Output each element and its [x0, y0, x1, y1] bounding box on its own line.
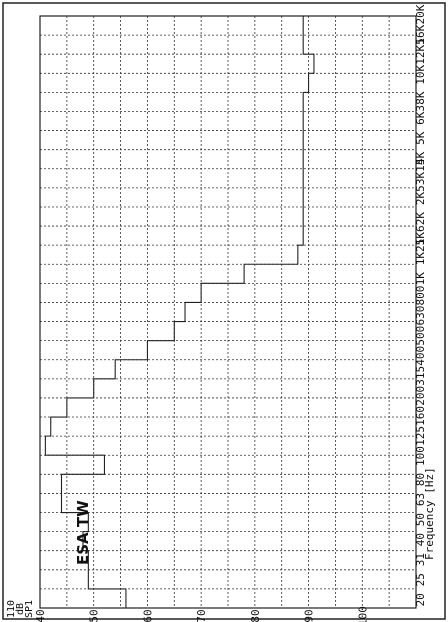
series-title: ESA TW — [74, 500, 92, 565]
x-tick-label: 16K — [414, 24, 427, 44]
x-tick-label: 63 — [414, 493, 427, 506]
y-tick-label: 60 — [141, 609, 154, 622]
y-tick-label: 70 — [195, 609, 208, 622]
y-tick-labels: 40 50 60 70 80 90 100 — [34, 606, 369, 622]
x-tick-label: 50 — [414, 513, 427, 526]
x-tick-label: 200 — [414, 386, 427, 406]
x-tick-label: 5K — [414, 131, 427, 145]
x-tick-label: 800 — [414, 286, 427, 306]
x-tick-label: 10K — [414, 64, 427, 84]
y-tick-label: 100 — [356, 606, 369, 622]
x-tick-label: 1K — [414, 272, 427, 286]
x-tick-label: 500 — [414, 326, 427, 346]
y-unit-line: SP1 — [24, 600, 35, 618]
plot-area-border — [39, 15, 417, 609]
y-tick-label: 40 — [34, 609, 47, 622]
x-axis-title: Frequency [Hz] — [423, 467, 436, 560]
x-tick-label: 80 — [414, 473, 427, 486]
y-tick-label: 90 — [303, 609, 316, 622]
x-tick-label: 2K — [414, 212, 427, 226]
y-tick-label: 80 — [249, 609, 262, 622]
x-tick-label: 4K — [414, 151, 427, 165]
x-tick-label: 12K5 — [414, 38, 427, 65]
x-tick-label: 6K3 — [414, 105, 427, 125]
x-tick-label: 2K5 — [414, 185, 427, 205]
x-tick-label: 315 — [414, 366, 427, 386]
x-tick-label: 40 — [414, 533, 427, 546]
y-unit-line: 110 — [6, 600, 17, 618]
x-tick-label: 1K25 — [414, 239, 427, 266]
y-unit-line: dB — [15, 603, 26, 615]
x-tick-label: 20K — [414, 4, 427, 24]
grid-layer — [40, 16, 416, 608]
x-tick-label: 20 — [414, 593, 427, 606]
y-tick-label: 50 — [88, 609, 101, 622]
x-tick-label: 8K — [414, 91, 427, 105]
x-tick-label: 31 — [414, 553, 427, 566]
x-tick-label: 400 — [414, 346, 427, 366]
x-tick-label: 3K15 — [414, 159, 427, 186]
x-tick-label: 25 — [414, 573, 427, 586]
spectrum-trace — [44, 16, 315, 608]
x-tick-labels: 20 25 31 40 50 63 80 10012516020031540050063080… — [414, 4, 427, 606]
x-tick-label: 125 — [414, 426, 427, 446]
x-tick-label: 1K6 — [414, 225, 427, 245]
trace-layer — [44, 16, 315, 608]
x-tick-label: 100 — [414, 446, 427, 466]
x-tick-label: 160 — [414, 406, 427, 426]
x-tick-label: 630 — [414, 306, 427, 326]
